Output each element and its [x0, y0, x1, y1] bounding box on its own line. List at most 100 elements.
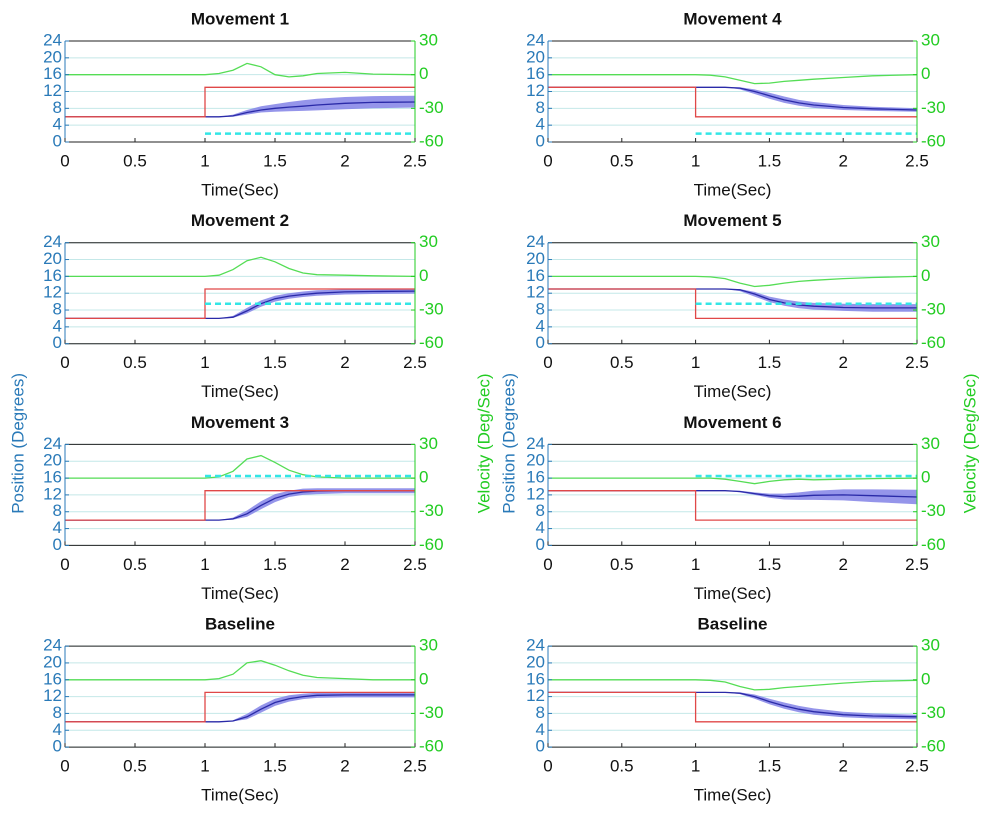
y2-tick-label: 30 [419, 434, 438, 453]
line [548, 74, 918, 85]
y-tick-label: 16 [43, 64, 62, 83]
y-tick-label: 8 [53, 703, 62, 722]
line [65, 86, 415, 118]
y-tick-label: 24 [526, 636, 545, 655]
y-tick-label: 0 [536, 535, 545, 554]
y2-tick-label: 30 [921, 232, 940, 251]
y2-tick-label: 0 [921, 266, 930, 285]
y-tick-label: 24 [43, 636, 62, 655]
x-tick-label: 2.5 [905, 353, 929, 372]
y-tick-label: 20 [43, 47, 62, 66]
x-tick-label: 2 [838, 353, 847, 372]
x-axis-label: Time(Sec) [201, 180, 279, 199]
y2-tick-label: -30 [921, 98, 946, 117]
chart-title: Movement 5 [683, 211, 781, 230]
line [65, 101, 416, 118]
y-tick-label: 0 [53, 333, 62, 352]
y-tick-label: 24 [526, 434, 545, 453]
x-tick-label: 1.5 [263, 353, 287, 372]
y2-tick-label: -30 [419, 703, 444, 722]
y-tick-label: 16 [43, 266, 62, 285]
line [548, 86, 917, 118]
x-axis-label: Time(Sec) [694, 786, 772, 805]
y-tick-label: 8 [53, 300, 62, 319]
x-tick-label: 0.5 [610, 353, 634, 372]
y-tick-label: 4 [536, 518, 545, 537]
x-tick-label: 2.5 [403, 151, 427, 170]
y-tick-label: 0 [536, 737, 545, 756]
chart-title: Movement 4 [683, 9, 782, 28]
x-tick-label: 1 [691, 353, 700, 372]
y-tick-label: 4 [536, 316, 545, 335]
y-tick-label: 4 [53, 720, 62, 739]
y2-tick-label: 30 [921, 636, 940, 655]
y-tick-label: 24 [526, 232, 545, 251]
x-tick-label: 1 [691, 555, 700, 574]
band [548, 489, 917, 505]
y-tick-label: 16 [526, 669, 545, 688]
line [548, 275, 918, 288]
y2-tick-label: -60 [419, 737, 444, 756]
x-tick-label: 1 [200, 353, 209, 372]
y-tick-label: 24 [43, 434, 62, 453]
x-tick-label: 0 [543, 757, 552, 776]
y2-tick-label: -60 [419, 535, 444, 554]
x-tick-label: 1.5 [263, 151, 287, 170]
y-tick-label: 0 [53, 535, 62, 554]
x-tick-label: 1.5 [758, 555, 782, 574]
chart-title: Movement 2 [191, 211, 289, 230]
x-tick-label: 2 [838, 555, 847, 574]
x-tick-label: 1 [691, 757, 700, 776]
y-tick-label: 16 [526, 64, 545, 83]
y2-tick-label: -30 [921, 703, 946, 722]
chart-title: Baseline [698, 615, 768, 634]
line [65, 691, 415, 723]
x-tick-label: 2 [340, 151, 349, 170]
y-tick-label: 12 [43, 686, 62, 705]
x-tick-label: 0 [543, 151, 552, 170]
y2-tick-label: -60 [921, 535, 946, 554]
x-tick-label: 0 [60, 757, 69, 776]
y2-tick-label: 0 [419, 669, 428, 688]
y-tick-label: 8 [53, 501, 62, 520]
y2-tick-label: 30 [419, 30, 438, 49]
line [548, 691, 918, 718]
line [548, 288, 917, 309]
line [65, 62, 416, 78]
y-tick-label: 24 [43, 232, 62, 251]
x-tick-label: 1.5 [758, 353, 782, 372]
line [548, 490, 918, 498]
y-tick-label: 20 [526, 249, 545, 268]
y-tick-label: 8 [53, 98, 62, 117]
y2-tick-label: 0 [921, 468, 930, 487]
x-tick-label: 1 [200, 555, 209, 574]
line [65, 660, 415, 681]
y-tick-label: 24 [526, 30, 545, 49]
band [65, 488, 415, 521]
x-tick-label: 2.5 [905, 151, 929, 170]
y2-tick-label: 0 [419, 266, 428, 285]
y2-tick-label: 30 [921, 30, 940, 49]
x-tick-label: 0.5 [123, 757, 147, 776]
x-tick-label: 2.5 [403, 555, 427, 574]
x-tick-label: 0.5 [123, 151, 147, 170]
y-tick-label: 20 [526, 652, 545, 671]
y-tick-label: 20 [526, 47, 545, 66]
y-tick-label: 8 [536, 703, 545, 722]
y-tick-label: 20 [43, 249, 62, 268]
y2-tick-label: 0 [921, 64, 930, 83]
line [65, 694, 415, 723]
x-tick-label: 2.5 [403, 353, 427, 372]
x-tick-label: 1.5 [758, 757, 782, 776]
y-tick-label: 12 [43, 283, 62, 302]
x-tick-label: 0.5 [610, 151, 634, 170]
y2-tick-label: 0 [419, 468, 428, 487]
y-tick-label: 4 [53, 316, 62, 335]
x-tick-label: 2 [340, 757, 349, 776]
y2-tick-label: 0 [921, 669, 930, 688]
y-axis-label: Position (Degrees) [499, 373, 518, 514]
y-tick-label: 16 [526, 468, 545, 487]
y-tick-label: 4 [53, 115, 62, 134]
y-tick-label: 4 [536, 115, 545, 134]
